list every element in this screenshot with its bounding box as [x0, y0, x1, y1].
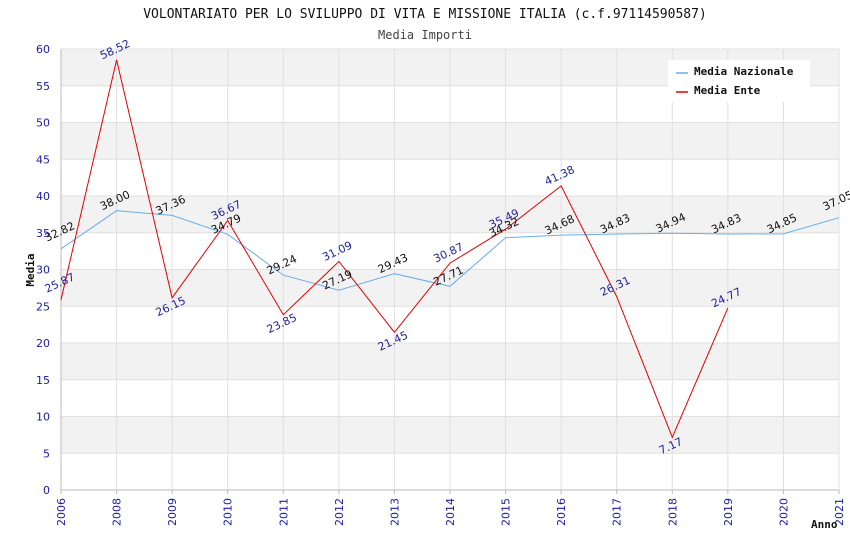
- chart-subtitle: Media Importi: [378, 28, 472, 42]
- x-tick-label: 2017: [611, 498, 624, 526]
- grid-lines: [60, 48, 840, 491]
- x-tick-label: 2006: [55, 498, 68, 526]
- series-lines: [60, 59, 840, 439]
- y-tick-label: 25: [36, 300, 50, 313]
- x-tick-label: 2016: [555, 498, 568, 526]
- y-tick-label: 30: [36, 264, 50, 277]
- x-tick-label: 2015: [500, 498, 513, 526]
- y-axis-title: Media: [24, 253, 37, 286]
- data-label-ente: 41.38: [543, 163, 577, 188]
- y-tick-label: 55: [36, 80, 50, 93]
- x-tick-label: 2018: [666, 498, 679, 526]
- legend-label-nazionale: Media Nazionale: [694, 65, 794, 78]
- y-tick-label: 45: [36, 153, 50, 166]
- x-tick-label: 2012: [333, 498, 346, 526]
- x-tick-label: 2008: [111, 498, 124, 526]
- y-tick-label: 20: [36, 337, 50, 350]
- x-tick-label: 2013: [388, 498, 401, 526]
- data-label-ente: 30.87: [431, 240, 465, 265]
- x-tick-label: 2010: [222, 498, 235, 526]
- y-tick-label: 15: [36, 374, 50, 387]
- data-label-ente: 31.09: [320, 239, 354, 264]
- series-line-nazionale: [60, 210, 840, 291]
- legend: Media Nazionale Media Ente: [668, 60, 810, 102]
- data-label-nazionale: 32.82: [43, 219, 77, 244]
- x-tick-label: 2021: [833, 498, 846, 526]
- chart-title: VOLONTARIATO PER LO SVILUPPO DI VITA E M…: [143, 7, 707, 22]
- x-tick-label: 2009: [166, 498, 179, 526]
- legend-label-ente: Media Ente: [694, 84, 761, 97]
- data-label-ente: 23.85: [265, 311, 299, 336]
- y-tick-label: 0: [43, 484, 50, 497]
- x-axis-ticks: 2006 2008 2009 2010 2011 2012 2013 2014 2015 2016…: [55, 490, 846, 526]
- y-tick-label: 60: [36, 43, 50, 56]
- y-tick-label: 40: [36, 190, 50, 203]
- x-tick-label: 2020: [777, 498, 790, 526]
- y-axis-ticks: 0 5 10 15 20 25 30 35 40 45 50 55 60: [36, 43, 50, 497]
- x-tick-label: 2014: [444, 498, 457, 526]
- series-line-ente: [60, 59, 729, 439]
- y-tick-label: 35: [36, 227, 50, 240]
- y-tick-label: 5: [43, 447, 50, 460]
- x-tick-label: 2019: [722, 498, 735, 526]
- legend-box: [668, 60, 810, 102]
- y-tick-label: 10: [36, 411, 50, 424]
- y-tick-label: 50: [36, 117, 50, 130]
- x-axis-title: Anno: [811, 518, 838, 531]
- x-tick-label: 2011: [277, 498, 290, 526]
